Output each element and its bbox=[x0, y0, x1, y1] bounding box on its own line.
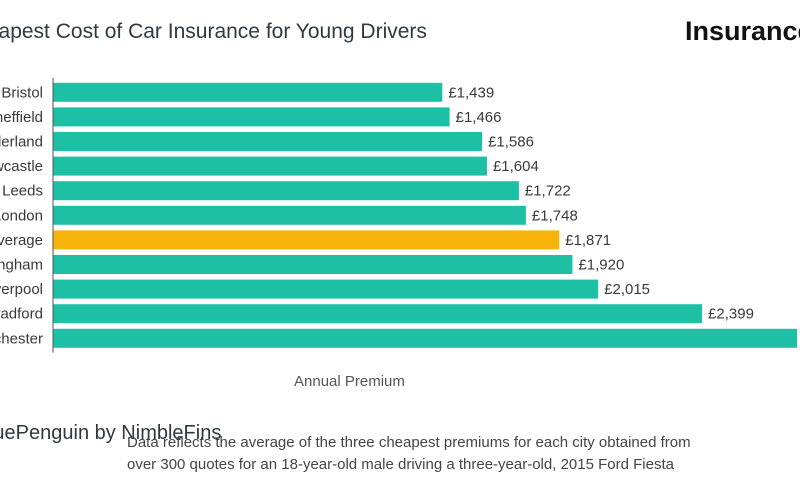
category-label-sunderland: Sunderland bbox=[0, 134, 43, 151]
bar-average bbox=[53, 230, 560, 250]
category-label-newcastle: Newcastle bbox=[0, 158, 43, 175]
chart-title: Cheapest Cost of Car Insurance for Young… bbox=[0, 20, 427, 43]
category-label-liverpool: Liverpool bbox=[0, 281, 43, 298]
brand-logo: Insurance bbox=[685, 16, 800, 46]
bar-sheffield bbox=[53, 107, 450, 127]
value-label-london: £1,748 bbox=[532, 207, 578, 224]
value-label-bristol: £1,439 bbox=[448, 84, 494, 101]
bar-manchester bbox=[53, 328, 797, 348]
bar-leeds bbox=[53, 181, 519, 201]
value-label-birmingham: £1,920 bbox=[578, 257, 624, 274]
category-label-bristol: Bristol bbox=[1, 84, 43, 101]
value-label-newcastle: £1,604 bbox=[493, 158, 539, 175]
source-credit: ValuePenguin by NimbleFins bbox=[0, 422, 222, 444]
category-label-leeds: Leeds bbox=[2, 183, 43, 200]
footnote-line-1: Data reflects the average of the three c… bbox=[127, 434, 691, 451]
value-label-sheffield: £1,466 bbox=[456, 109, 502, 126]
bar-liverpool bbox=[53, 279, 599, 299]
bar-bristol bbox=[53, 82, 443, 102]
bar-london bbox=[53, 205, 526, 225]
category-label-birmingham: Birmingham bbox=[0, 257, 43, 274]
category-label-london: London bbox=[0, 207, 43, 224]
value-label-leeds: £1,722 bbox=[525, 183, 571, 200]
bar-newcastle bbox=[53, 156, 487, 176]
category-label-sheffield: Sheffield bbox=[0, 109, 43, 126]
category-label-bradford: Bradford bbox=[0, 306, 43, 323]
bar-chart: Bristol £1,439 Sheffield £1,466 Sunderland £1… bbox=[0, 78, 797, 353]
value-label-liverpool: £2,015 bbox=[604, 281, 650, 298]
category-label-manchester: Manchester bbox=[0, 330, 43, 347]
bar-sunderland bbox=[53, 132, 483, 151]
footnote: Data reflects the average of the three c… bbox=[127, 432, 800, 476]
x-axis-label: Annual Premium bbox=[294, 373, 405, 390]
category-label-average: Average bbox=[0, 232, 43, 249]
bar-bradford bbox=[53, 304, 703, 324]
value-label-average: £1,871 bbox=[565, 232, 611, 249]
footnote-line-2: over 300 quotes for an 18-year-old male … bbox=[127, 456, 674, 473]
value-label-bradford: £2,399 bbox=[708, 306, 754, 323]
bar-birmingham bbox=[53, 255, 573, 274]
value-label-sunderland: £1,586 bbox=[488, 134, 534, 151]
